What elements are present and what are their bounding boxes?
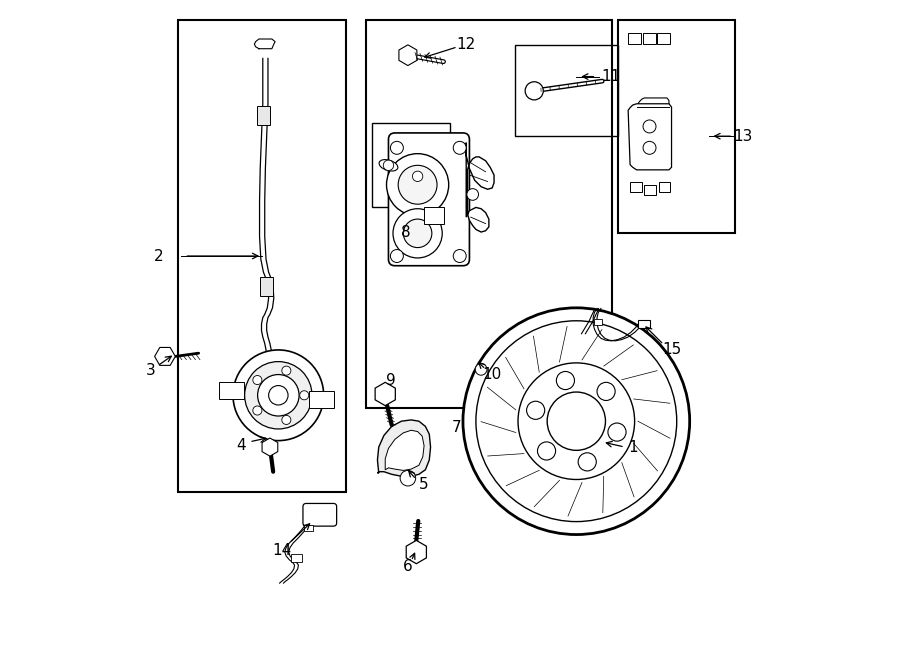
Circle shape [233, 350, 324, 441]
Circle shape [400, 471, 416, 486]
Text: 9: 9 [385, 373, 395, 388]
Circle shape [391, 250, 403, 262]
Bar [424, 208, 444, 223]
Ellipse shape [408, 171, 427, 182]
Bar [657, 32, 670, 44]
Bar [178, 20, 346, 492]
Polygon shape [466, 143, 494, 232]
Circle shape [282, 366, 291, 375]
Circle shape [476, 321, 677, 522]
Polygon shape [385, 430, 424, 471]
Circle shape [300, 391, 309, 400]
Bar [219, 382, 244, 399]
Circle shape [282, 415, 291, 424]
Circle shape [526, 401, 544, 419]
Circle shape [547, 392, 606, 450]
Text: 15: 15 [662, 342, 681, 358]
Polygon shape [638, 98, 669, 164]
Circle shape [393, 209, 442, 258]
Bar [638, 320, 650, 328]
Circle shape [454, 141, 466, 154]
Text: 12: 12 [456, 36, 476, 52]
Bar [365, 20, 612, 408]
Text: 13: 13 [734, 129, 752, 143]
Polygon shape [377, 420, 430, 476]
Circle shape [383, 160, 393, 171]
Circle shape [643, 120, 656, 133]
Bar [259, 278, 273, 295]
Circle shape [463, 308, 689, 535]
Circle shape [268, 385, 288, 405]
Circle shape [386, 153, 449, 216]
Circle shape [518, 363, 634, 479]
Text: 6: 6 [403, 559, 413, 574]
Circle shape [597, 382, 616, 401]
Bar [618, 20, 735, 233]
Circle shape [556, 371, 574, 389]
Circle shape [525, 82, 544, 100]
Bar [643, 32, 656, 44]
Circle shape [537, 442, 555, 460]
Bar [257, 106, 270, 124]
Bar [630, 182, 642, 192]
Text: 7: 7 [452, 420, 462, 435]
Text: 8: 8 [401, 225, 410, 239]
Circle shape [454, 250, 466, 262]
Circle shape [253, 406, 262, 415]
Text: 3: 3 [146, 363, 156, 378]
Bar [515, 46, 618, 136]
Circle shape [643, 141, 656, 154]
Bar [310, 391, 334, 408]
Circle shape [467, 188, 479, 200]
Text: 14: 14 [272, 543, 292, 559]
Bar [659, 182, 670, 192]
Text: 2: 2 [154, 249, 163, 264]
Text: 10: 10 [482, 367, 501, 382]
Circle shape [245, 362, 312, 429]
Circle shape [475, 364, 487, 375]
Bar [373, 123, 450, 208]
Bar [292, 554, 302, 562]
Circle shape [412, 171, 423, 182]
Polygon shape [628, 104, 671, 170]
Text: 11: 11 [601, 69, 620, 84]
Circle shape [398, 165, 437, 204]
Circle shape [578, 453, 597, 471]
Circle shape [391, 141, 403, 154]
Ellipse shape [379, 159, 398, 171]
Text: 4: 4 [237, 438, 247, 453]
Bar [304, 525, 313, 531]
Circle shape [403, 219, 432, 248]
Circle shape [253, 375, 262, 385]
FancyBboxPatch shape [389, 133, 470, 266]
Bar [644, 184, 656, 195]
Text: 5: 5 [419, 477, 429, 492]
Text: 1: 1 [628, 440, 638, 455]
Bar [594, 319, 601, 325]
Bar [628, 32, 641, 44]
Circle shape [257, 375, 299, 416]
Circle shape [608, 423, 626, 441]
FancyBboxPatch shape [303, 504, 337, 526]
Polygon shape [255, 39, 275, 49]
